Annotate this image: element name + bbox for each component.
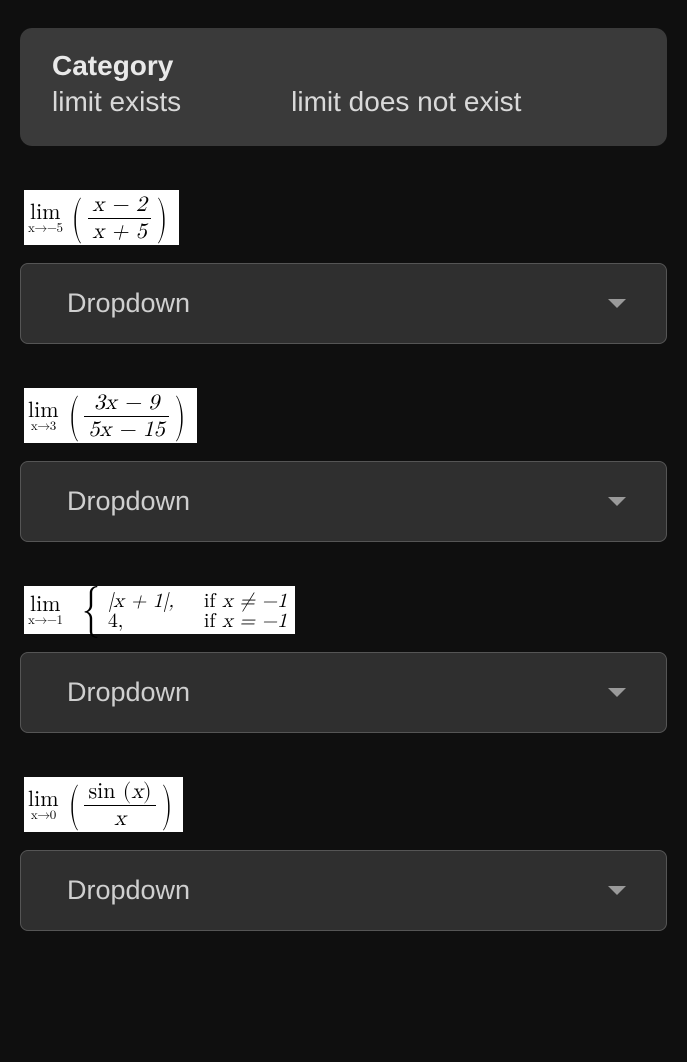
answer-dropdown[interactable]: Dropdown [20,850,667,931]
answer-dropdown[interactable]: Dropdown [20,461,667,542]
category-option-not-exists[interactable]: limit does not exist [291,86,521,118]
lim-approach: x→−5 [28,222,62,235]
answer-dropdown[interactable]: Dropdown [20,652,667,733]
chevron-down-icon [608,688,626,697]
chevron-down-icon [608,497,626,506]
category-options-row: limit exists limit does not exist [52,86,635,118]
category-option-exists[interactable]: limit exists [52,86,181,118]
lim-label: lim [28,789,59,811]
dropdown-label: Dropdown [67,486,190,517]
math-expression: lim x→3 ( 3x − 9 5x − 15 ) [24,388,197,443]
answer-dropdown[interactable]: Dropdown [20,263,667,344]
lim-approach: x→0 [28,809,59,822]
dropdown-label: Dropdown [67,677,190,708]
category-title: Category [52,50,635,82]
lim-label: lim [28,400,59,422]
chevron-down-icon [608,886,626,895]
category-card: Category limit exists limit does not exi… [20,28,667,146]
math-expression: lim x→−5 ( x − 2 x + 5 ) [24,190,179,245]
question-item: lim x→0 ( sin (x) x ) Dropdown [20,777,667,931]
dropdown-label: Dropdown [67,288,190,319]
math-expression: lim x→0 ( sin (x) x ) [24,777,183,832]
fraction-numerator: x − 2 [88,194,150,219]
fraction-denominator: x [84,806,155,830]
page-root: Category limit exists limit does not exi… [0,0,687,951]
question-item: lim x→3 ( 3x − 9 5x − 15 ) Dropdown [20,388,667,542]
piecewise-condition: if x = −1 [204,611,287,631]
fraction-denominator: 5x − 15 [84,417,168,441]
math-expression: lim x→−1 { |x + 1|, if x ≠ −1 4, if x = … [24,586,295,634]
fraction-numerator: sin (x) [84,781,155,806]
fraction-numerator: 3x − 9 [84,392,168,417]
lim-label: lim [28,594,62,616]
piecewise-value: 4, [108,611,204,631]
lim-label: lim [28,202,62,224]
piecewise-condition: if x ≠ −1 [204,591,287,611]
lim-approach: x→3 [28,420,59,433]
lim-approach: x→−1 [28,614,62,627]
piecewise-value: |x + 1|, [108,591,204,611]
fraction-denominator: x + 5 [88,219,150,243]
chevron-down-icon [608,299,626,308]
question-item: lim x→−5 ( x − 2 x + 5 ) Dropdown [20,190,667,344]
dropdown-label: Dropdown [67,875,190,906]
question-item: lim x→−1 { |x + 1|, if x ≠ −1 4, if x = … [20,586,667,733]
